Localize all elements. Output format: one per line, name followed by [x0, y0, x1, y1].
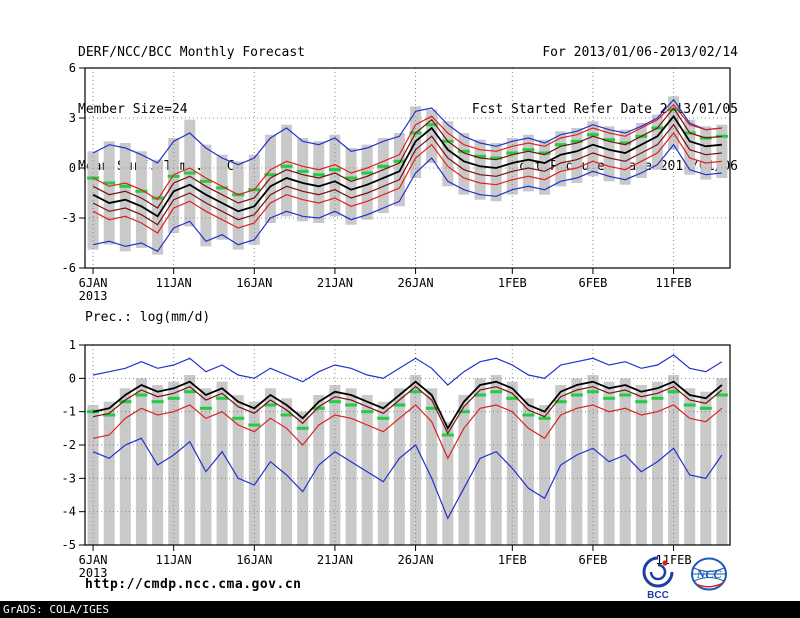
x-tick-label: 6FEB: [578, 553, 607, 567]
source-url: http://cmdp.ncc.cma.gov.cn: [85, 577, 302, 592]
prec-panel-title: Prec.: log(mm/d): [85, 310, 211, 325]
x-tick-label: 1FEB: [498, 553, 527, 567]
x-tick-label: 1FEB: [498, 276, 527, 290]
x-tick-label: 16JAN: [236, 276, 272, 290]
bcc-logo-icon: BCC: [642, 556, 674, 600]
member-min-line: [92, 437, 723, 520]
forecast-lines: [92, 98, 722, 253]
y-tick-label: 3: [69, 111, 76, 125]
bcc-logo-label: BCC: [647, 590, 669, 600]
ensemble-mean-line: [92, 380, 723, 431]
ensemble-mean-line: [92, 114, 722, 218]
bcc-logo-red-dot: [662, 560, 668, 566]
x-year-label: 2013: [79, 289, 108, 303]
y-tick-label: 6: [69, 61, 76, 75]
y-tick-label: -6: [62, 261, 76, 275]
lower-quartile-line: [92, 131, 722, 234]
y-tick-label: -1: [62, 405, 76, 419]
y-tick-label: -3: [62, 471, 76, 485]
x-tick-label: 26JAN: [398, 276, 434, 290]
y-tick-label: -4: [62, 505, 76, 519]
member-min-line: [92, 143, 722, 253]
x-tick-label: 6FEB: [578, 276, 607, 290]
y-tick-label: 0: [69, 161, 76, 175]
forecast-lines: [92, 354, 723, 520]
x-tick-label: 6JAN: [79, 276, 108, 290]
y-tick-label: -3: [62, 211, 76, 225]
ncc-logo-icon: NCC: [691, 557, 727, 591]
obs-dashes: [87, 390, 728, 437]
x-tick-label: 11JAN: [156, 553, 192, 567]
grid: [85, 345, 730, 545]
grads-credit-text: GrADS: COLA/IGES: [3, 603, 109, 616]
forecast-range-label: For 2013/01/06-2013/02/14: [542, 45, 738, 60]
y-tick-label: 1: [69, 338, 76, 352]
x-tick-label: 26JAN: [398, 553, 434, 567]
lower-quartile-line: [92, 404, 723, 460]
y-tick-label: 0: [69, 371, 76, 385]
member-max-line: [92, 98, 722, 166]
y-tick-label: -5: [62, 538, 76, 552]
x-tick-label: 21JAN: [317, 276, 353, 290]
lower-tercile-line: [92, 123, 722, 226]
x-tick-label: 11FEB: [656, 276, 692, 290]
member-size-label: Member Size=24: [78, 102, 188, 117]
member-max-line: [92, 354, 723, 386]
ncc-logo-label: NCC: [696, 567, 723, 581]
grads-credit-bar: GrADS: COLA/IGES: [0, 601, 800, 618]
ensemble-spread-bars: [87, 96, 728, 255]
x-tick-label: 11JAN: [156, 276, 192, 290]
upper-quartile-line: [92, 103, 722, 201]
grid: [85, 68, 730, 268]
ensemble-spread-bars: [87, 375, 728, 545]
agency-logos: BCC NCC: [640, 554, 732, 600]
page-title: DERF/NCC/BCC Monthly Forecast: [78, 45, 305, 60]
x-tick-label: 21JAN: [317, 553, 353, 567]
y-tick-label: -2: [62, 438, 76, 452]
x-tick-label: 16JAN: [236, 553, 272, 567]
upper-tercile-line: [92, 385, 723, 435]
obs-dashes: [87, 108, 728, 200]
x-tick-label: 6JAN: [79, 553, 108, 567]
upper-tercile-line: [92, 106, 722, 209]
refer-date-label: Fcst Started Refer Date 2013/01/05: [471, 102, 738, 117]
x-year-label: 2013: [79, 566, 108, 580]
